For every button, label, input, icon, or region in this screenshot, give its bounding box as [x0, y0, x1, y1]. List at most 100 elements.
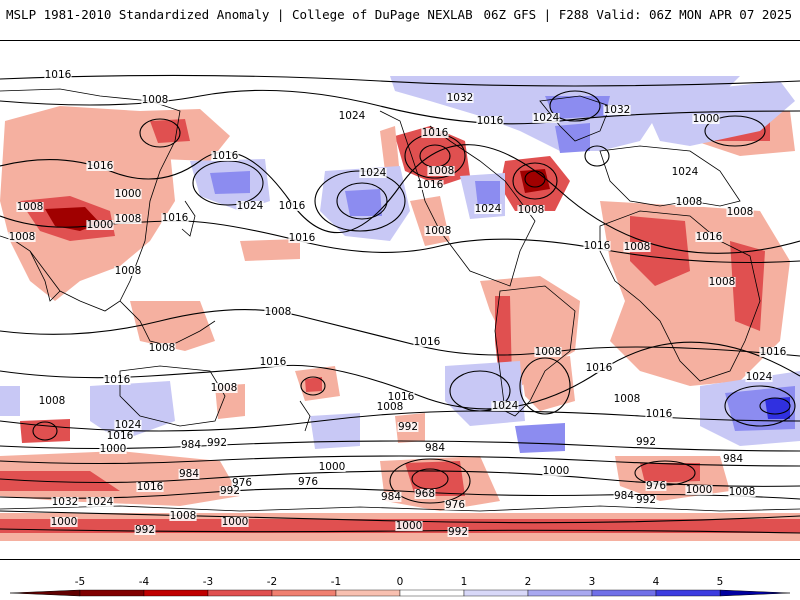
coast-australia [119, 365, 226, 427]
isobar-label-bg [474, 204, 502, 214]
isobar-high-greenland [584, 145, 610, 167]
colorbar-max-arrow [719, 589, 791, 597]
isobar-low-arcticeast [704, 115, 766, 147]
isobar-label: 1024 [533, 112, 560, 124]
isobar-label: 1008 [518, 204, 545, 216]
isobar-label-bg [141, 95, 169, 105]
anomaly-neg-africa-core [630, 216, 690, 286]
isobar-label-bg [219, 486, 241, 496]
isobar-label: 1024 [746, 371, 773, 383]
map-title: MSLP 1981-2010 Standardized Anomaly | Co… [6, 7, 473, 22]
isobar-label: 1016 [107, 430, 134, 442]
isobar-label-bg [134, 525, 156, 535]
isobar-label: 1008 [142, 94, 169, 106]
isobar-line [0, 455, 800, 467]
isobar-low-spac [300, 376, 326, 396]
anomaly-pos-satl-core [515, 423, 565, 453]
isobar-label-bg [645, 481, 667, 491]
isobar-label: 1000 [51, 516, 78, 528]
isobar-label-bg [236, 201, 264, 211]
isobar-label-bg [136, 482, 164, 492]
isobar-label-bg [424, 443, 446, 453]
isobar-label: 1000 [543, 465, 570, 477]
isobar-label: 1032 [52, 496, 79, 508]
coast-japan [181, 200, 196, 237]
isobar-label: 1008 [676, 196, 703, 208]
isobar-labels: 1016 1008 1016 1000 1008 1008 1000 1008 1016 1008… [8, 69, 787, 538]
isobar-label: 1016 [477, 115, 504, 127]
isobar-label: 1008 [17, 201, 44, 213]
isobar-label-bg [114, 214, 142, 224]
isobar-label: 992 [398, 421, 418, 433]
coast-nz [299, 400, 311, 432]
isobar-label-bg [635, 495, 657, 505]
isobar-label: 1000 [396, 520, 423, 532]
colorbar-segment [399, 589, 465, 597]
anomaly-pos-npac-core [345, 189, 382, 216]
colorbar-segment [527, 589, 593, 597]
isobar-label: 1008 [265, 306, 292, 318]
isobar-label: 976 [298, 476, 318, 488]
isobar-label-bg [603, 105, 631, 115]
isobar-label-bg [517, 205, 545, 215]
isobar-label-bg [161, 213, 189, 223]
colorbar-tick: -5 [75, 576, 85, 588]
isobar-label-bg [476, 116, 504, 126]
isobar-label-bg [359, 168, 387, 178]
isobar-label: 1016 [414, 336, 441, 348]
isobar-label: 1024 [672, 166, 699, 178]
isobar-label: 1000 [693, 113, 720, 125]
isobar-label-bg [395, 521, 423, 531]
isobar-high-sind [724, 385, 796, 427]
isobar-label: 984 [614, 490, 634, 502]
colorbar-tick-labels: -5 -4 -3 -2 -1 0 1 2 3 4 5 [75, 576, 724, 588]
anomaly-neg-so3 [0, 451, 240, 506]
isobar-label-bg [585, 363, 613, 373]
isobar-label-bg [695, 232, 723, 242]
isobar-label-bg [745, 372, 773, 382]
isobar-label-bg [178, 469, 200, 479]
anomaly-neg-swpac [20, 419, 70, 443]
colorbar-segment [591, 589, 657, 597]
isobar-label-bg [50, 517, 78, 527]
isobar-label: 1016 [586, 362, 613, 374]
isobar-label-bg [380, 492, 402, 502]
isobar-label-bg [180, 440, 202, 450]
colorbar-segment [79, 589, 145, 597]
isobar-high-satl [449, 370, 511, 412]
isobar-label: 1016 [760, 346, 787, 358]
coast-india [29, 250, 61, 302]
isobar-label: 1024 [475, 203, 502, 215]
colorbar-tick: 0 [397, 576, 404, 588]
isobar-line [0, 440, 800, 452]
isobar-label: 1008 [377, 401, 404, 413]
anomaly-neg-eafrica [730, 241, 765, 331]
isobar-label: 984 [181, 439, 201, 451]
isobar-label-bg [397, 422, 419, 432]
isobar-label-bg [491, 401, 519, 411]
isobar-label: 992 [448, 526, 468, 538]
isobar-label-bg [376, 402, 404, 412]
colorbar-tick: 4 [653, 576, 660, 588]
isobar-label-bg [759, 347, 787, 357]
isobar-label: 984 [381, 491, 401, 503]
isobar-label: 1008 [115, 265, 142, 277]
isobar-label-bg [623, 242, 651, 252]
anomaly-pos-spac [90, 381, 175, 441]
anomaly-neg-siberia-core [150, 119, 190, 143]
isobar-label: 1000 [115, 188, 142, 200]
colorbar-min-arrow [9, 589, 81, 597]
isobar-line [0, 144, 800, 254]
isobar-line [0, 341, 800, 410]
isobar-high-npac-inner [336, 182, 388, 220]
isobar-label: 1008 [39, 395, 66, 407]
isobar-label-bg [8, 232, 36, 242]
isobar-label: 1016 [422, 127, 449, 139]
anomaly-neg-so2-core [640, 463, 700, 483]
coast-greenland [539, 95, 611, 142]
colorbar-tick: -4 [139, 576, 150, 588]
isobar-label-bg [169, 511, 197, 521]
anomaly-neg-argentina [520, 356, 575, 411]
isobar-line [0, 487, 800, 500]
isobar-label: 1008 [614, 393, 641, 405]
